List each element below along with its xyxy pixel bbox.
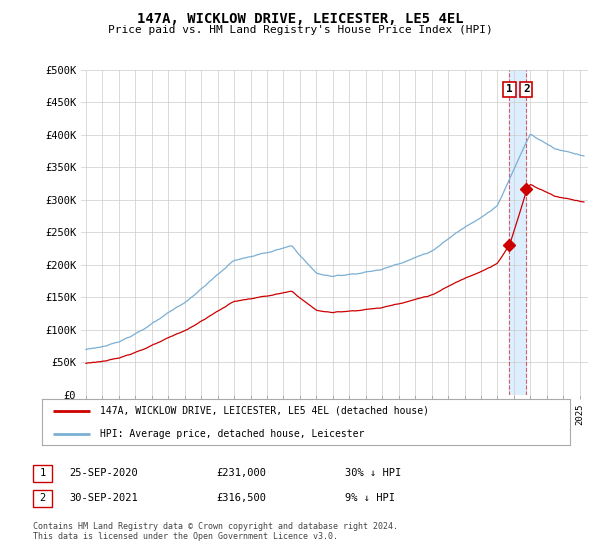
Text: 1: 1 <box>40 468 46 478</box>
Text: 25-SEP-2020: 25-SEP-2020 <box>69 468 138 478</box>
Text: 30-SEP-2021: 30-SEP-2021 <box>69 493 138 503</box>
Text: 147A, WICKLOW DRIVE, LEICESTER, LE5 4EL (detached house): 147A, WICKLOW DRIVE, LEICESTER, LE5 4EL … <box>100 406 429 416</box>
Text: HPI: Average price, detached house, Leicester: HPI: Average price, detached house, Leic… <box>100 429 364 438</box>
Bar <box>509 70 526 395</box>
Text: 1: 1 <box>506 85 513 95</box>
Text: Price paid vs. HM Land Registry's House Price Index (HPI): Price paid vs. HM Land Registry's House … <box>107 25 493 35</box>
Text: 147A, WICKLOW DRIVE, LEICESTER, LE5 4EL: 147A, WICKLOW DRIVE, LEICESTER, LE5 4EL <box>137 12 463 26</box>
Text: 2: 2 <box>40 493 46 503</box>
Text: £316,500: £316,500 <box>216 493 266 503</box>
Text: 9% ↓ HPI: 9% ↓ HPI <box>345 493 395 503</box>
Text: 2: 2 <box>523 85 530 95</box>
Text: £231,000: £231,000 <box>216 468 266 478</box>
Text: Contains HM Land Registry data © Crown copyright and database right 2024.
This d: Contains HM Land Registry data © Crown c… <box>33 522 398 542</box>
Text: 30% ↓ HPI: 30% ↓ HPI <box>345 468 401 478</box>
